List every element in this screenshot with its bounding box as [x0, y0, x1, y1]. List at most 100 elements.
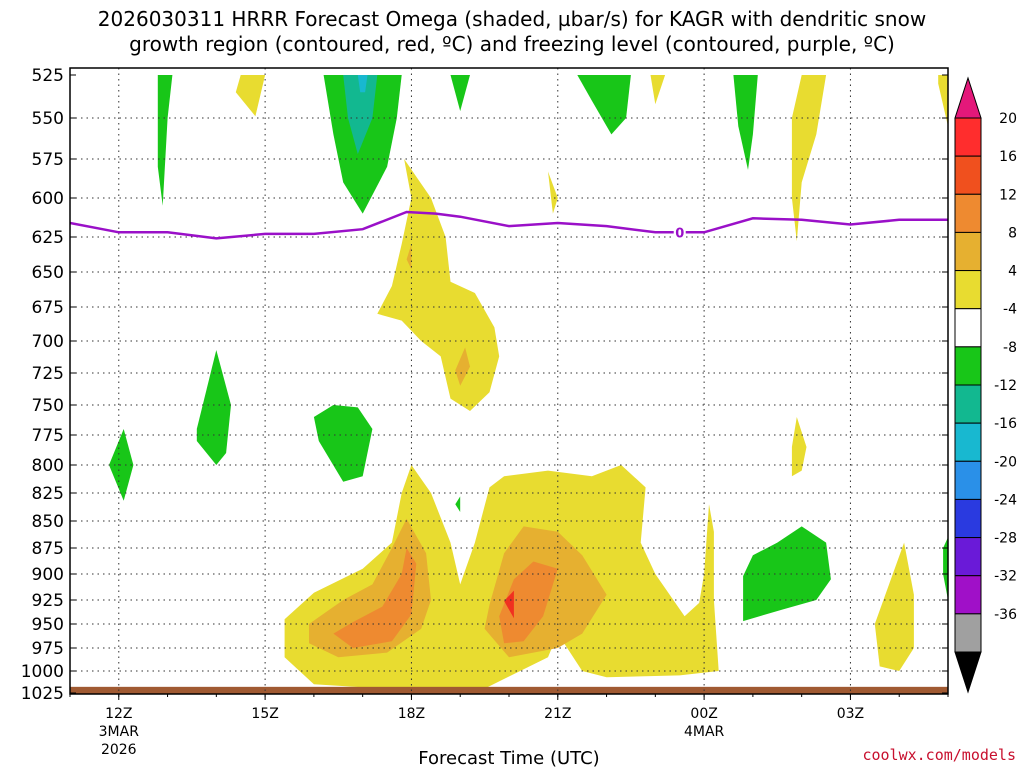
x-tick-label: 03Z	[837, 706, 864, 722]
omega-region-neg12	[357, 75, 368, 93]
colorbar-label: -8	[1003, 340, 1017, 356]
colorbar-segment	[954, 346, 982, 386]
freezing-level-label: 0	[675, 226, 684, 241]
ground-strip-bar	[70, 686, 948, 694]
omega-region-pos4	[235, 75, 266, 117]
ground-strip	[70, 686, 948, 694]
y-tick-label: 1000	[21, 662, 64, 682]
omega-region-pos4	[938, 75, 948, 127]
y-tick-label: 825	[32, 484, 64, 504]
colorbar-segment	[954, 384, 982, 424]
y-tick-label: 775	[32, 426, 64, 446]
y-tick-label: 525	[32, 66, 64, 86]
colorbar-label: 8	[1008, 225, 1017, 241]
y-tick-label: 875	[32, 539, 64, 559]
colorbar-segment	[954, 537, 982, 577]
colorbar-label: -24	[994, 492, 1017, 508]
y-tick-label: 600	[32, 189, 64, 209]
y-tick-label: 625	[32, 228, 64, 248]
credit-text: coolwx.com/models	[862, 746, 1016, 764]
gridlines	[70, 68, 948, 694]
omega-shading	[84, 75, 948, 691]
omega-region-neg4	[109, 429, 134, 501]
omega-region-pos4	[791, 75, 827, 242]
omega-region-neg4	[733, 75, 758, 170]
x-tick-sublabel: 3MAR	[99, 724, 140, 740]
colorbar-label: -36	[994, 607, 1017, 623]
colorbar-label: -20	[994, 454, 1017, 470]
omega-region-pos4	[84, 671, 95, 689]
colorbar-segment	[954, 193, 982, 233]
x-tick-sublabel: 4MAR	[684, 724, 725, 740]
x-tick-label: 21Z	[544, 706, 571, 722]
colorbar-segment	[954, 575, 982, 615]
y-tick-label: 850	[32, 512, 64, 532]
y-tick-label: 900	[32, 565, 64, 585]
x-tick-label: 12Z	[105, 706, 132, 722]
colorbar-label: 4	[1008, 264, 1017, 280]
omega-region-neg4	[313, 405, 373, 482]
colorbar-segment	[954, 231, 982, 272]
y-tick-label: 975	[32, 639, 64, 659]
colorbar-segment	[954, 155, 982, 195]
colorbar-segment	[954, 613, 982, 653]
colorbar-label: -4	[1003, 302, 1017, 318]
omega-region-neg4	[323, 75, 402, 214]
omega-region-neg4	[943, 537, 948, 600]
omega-region-neg4	[196, 350, 231, 465]
omega-region-pos4	[377, 159, 500, 411]
freezing-level: 0	[70, 210, 948, 241]
y-tick-label: 1025	[21, 684, 64, 704]
freezing-level-label-bg	[673, 224, 686, 240]
colorbar-label: -12	[994, 378, 1017, 394]
y-tick-label: 925	[32, 591, 64, 611]
colorbar-bottom-arrow	[954, 651, 982, 694]
x-axis: 12Z 3MAR 2026 15Z 18Z 21Z 00Z 4MAR 03Z	[69, 694, 949, 758]
x-tick-label: 00Z	[690, 706, 717, 722]
y-tick-label: 800	[32, 456, 64, 476]
x-tick-sublabel2: 2026	[101, 742, 137, 758]
omega-region-neg4	[455, 496, 461, 512]
omega-region-pos4	[791, 417, 807, 477]
y-tick-label: 725	[32, 364, 64, 384]
colorbar-label: -32	[994, 569, 1017, 585]
omega-region-pos4	[548, 171, 558, 214]
colorbar-segment	[954, 422, 982, 462]
colorbar-segment	[954, 270, 982, 310]
chart-title-line1: 2026030311 HRRR Forecast Omega (shaded, …	[98, 7, 926, 31]
x-tick-label: 15Z	[251, 706, 278, 722]
omega-region-pos12	[499, 561, 558, 644]
y-tick-label: 700	[32, 332, 64, 352]
colorbar-label: 12	[999, 187, 1017, 203]
x-tick-label: 18Z	[398, 706, 425, 722]
colorbar-segment	[954, 117, 982, 157]
omega-region-pos4	[874, 542, 914, 671]
omega-region-pos8	[406, 244, 412, 270]
omega-region-neg4	[157, 75, 173, 206]
omega-region-neg4	[577, 75, 631, 135]
y-tick-label: 575	[32, 150, 64, 170]
omega-region-neg4	[743, 526, 831, 622]
omega-region-pos4	[650, 75, 666, 105]
chart-title-line2: growth region (contoured, red, ºC) and f…	[129, 32, 895, 56]
y-tick-label: 950	[32, 615, 64, 635]
y-axis: 525 550 575 600 625 650 675 700 725 750 775 800 825 8…	[21, 66, 948, 704]
colorbar: 20 16 12 8 4 -4 -8 -12 -16 -20 -24 -28 -32 -36	[954, 76, 1017, 694]
colorbar-label: -28	[994, 531, 1017, 547]
y-tick-label: 750	[32, 396, 64, 416]
x-axis-title: Forecast Time (UTC)	[418, 748, 599, 768]
y-tick-label: 675	[32, 298, 64, 318]
omega-region-pos16	[504, 590, 514, 619]
colorbar-segment	[954, 498, 982, 539]
y-tick-label: 650	[32, 263, 64, 283]
colorbar-label: 16	[999, 149, 1017, 165]
omega-region-pos8	[455, 347, 470, 386]
colorbar-segment	[954, 308, 982, 348]
freezing-level-line	[70, 210, 948, 240]
omega-region-neg4	[450, 75, 470, 112]
omega-region-pos12	[333, 548, 417, 648]
colorbar-top-arrow	[954, 76, 982, 119]
colorbar-segment	[954, 460, 982, 500]
colorbar-label: 20	[999, 111, 1017, 127]
